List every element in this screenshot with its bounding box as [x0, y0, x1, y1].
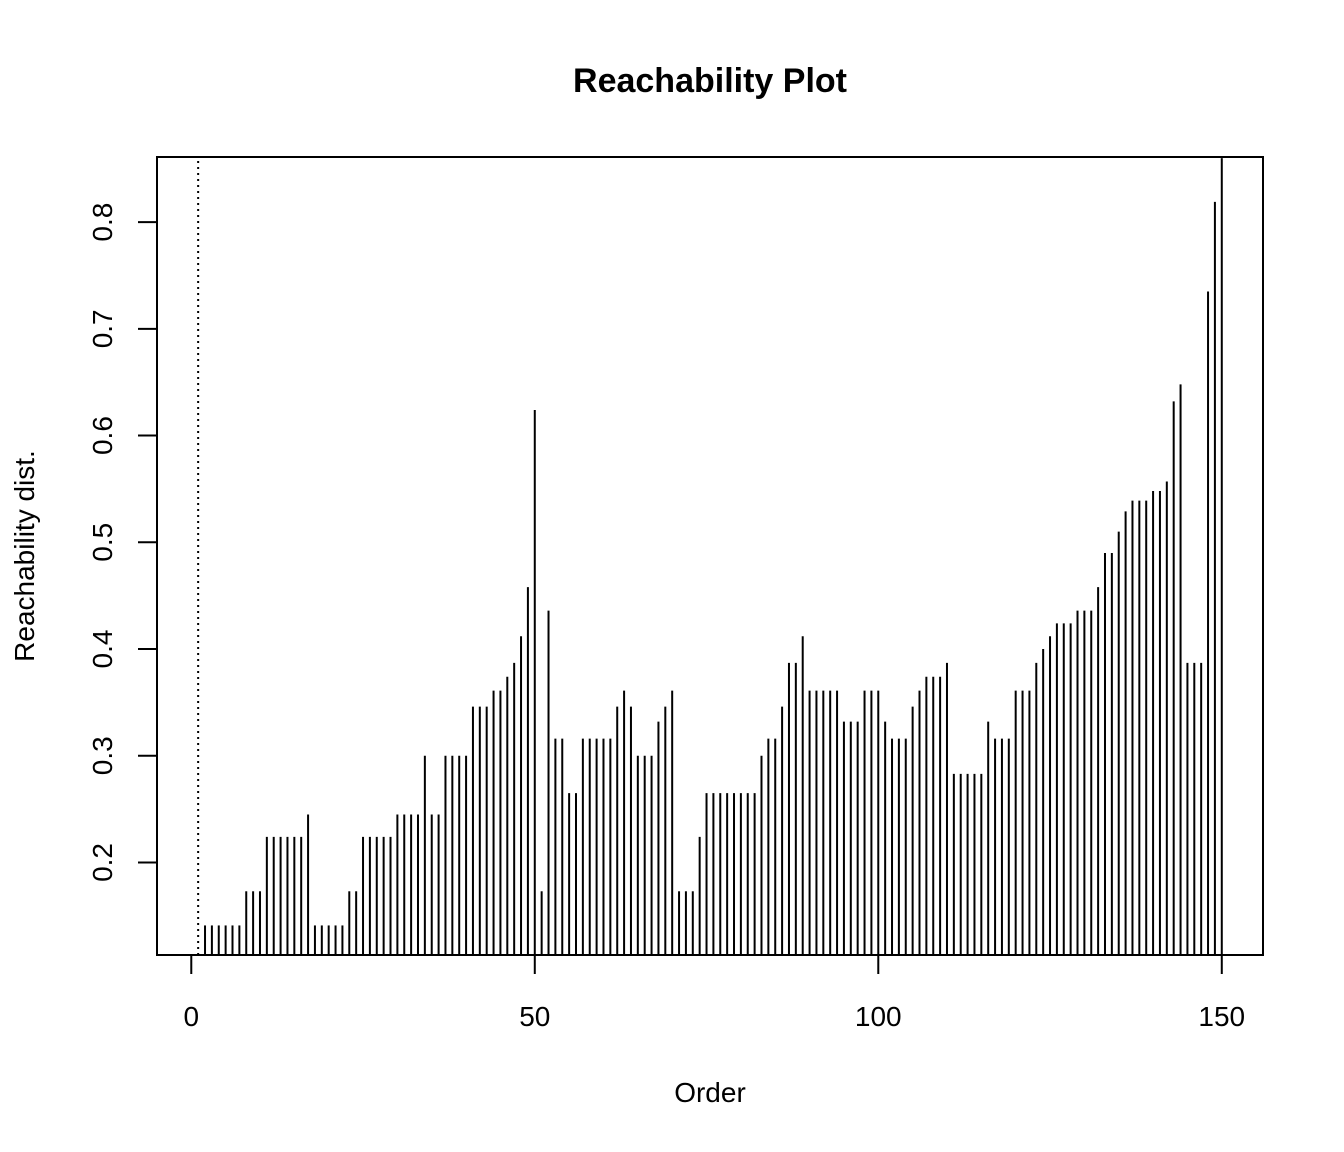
y-tick-label: 0.4	[87, 630, 118, 669]
x-axis-label: Order	[674, 1077, 746, 1108]
x-tick-label: 150	[1198, 1001, 1245, 1032]
chart-title: Reachability Plot	[573, 62, 847, 100]
plot-frame	[156, 156, 1264, 956]
y-tick-label: 0.6	[87, 416, 118, 455]
x-tick-label: 0	[183, 1001, 199, 1032]
x-tick-label: 100	[855, 1001, 902, 1032]
y-tick-label: 0.2	[87, 843, 118, 882]
x-axis: 0 50 100 150	[183, 954, 1245, 1032]
x-tick-label: 50	[519, 1001, 550, 1032]
y-tick-label: 0.8	[87, 203, 118, 242]
y-axis: 0.2 0.3 0.4 0.5 0.6 0.7 0.8	[87, 203, 158, 882]
y-tick-label: 0.5	[87, 523, 118, 562]
bars-group	[197, 157, 1223, 955]
y-tick-label: 0.3	[87, 736, 118, 775]
y-axis-label: Reachability dist.	[9, 450, 40, 662]
y-tick-label: 0.7	[87, 309, 118, 348]
